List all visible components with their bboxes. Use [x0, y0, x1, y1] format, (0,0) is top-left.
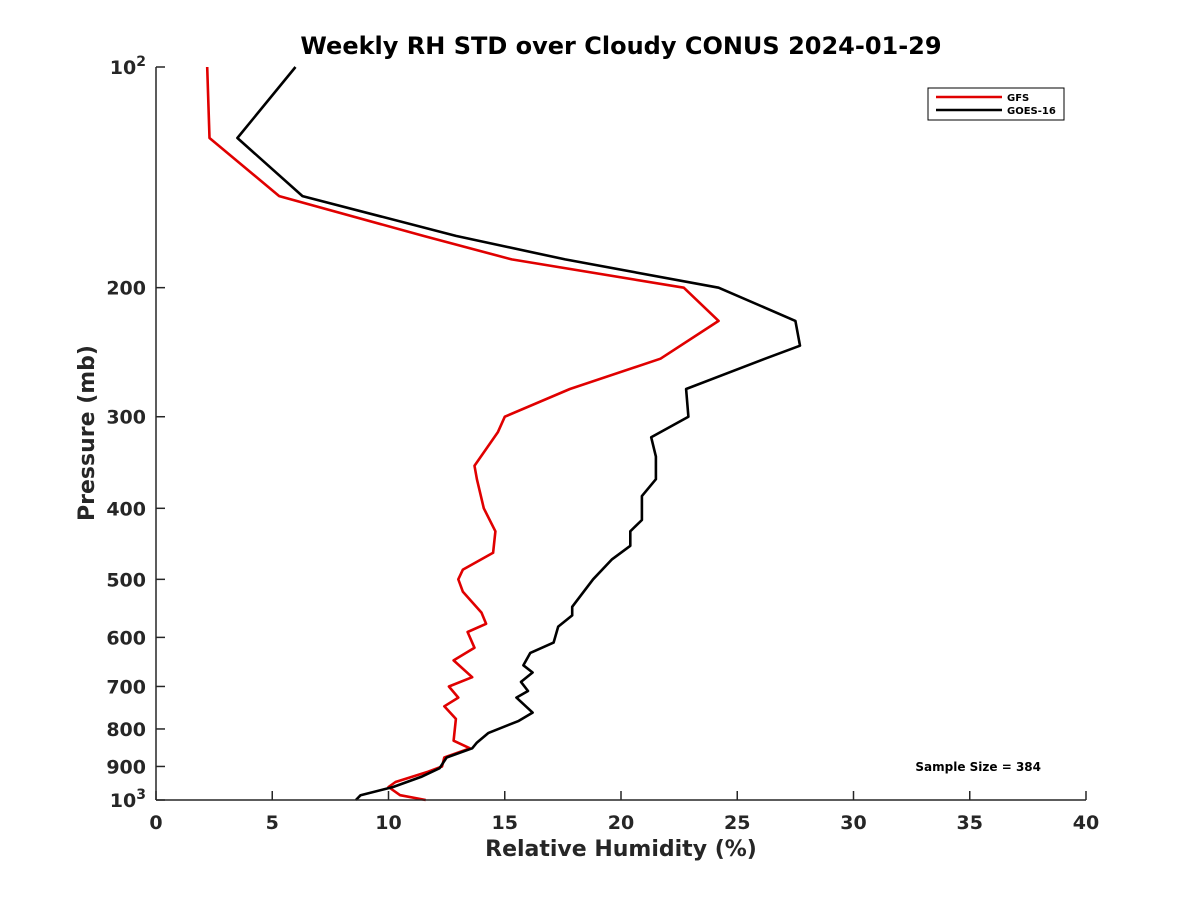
series-line-goes16	[236, 66, 802, 801]
y-tick-label: 800	[106, 719, 146, 741]
y-tick-label: 500	[106, 569, 146, 591]
y-tick-label: 103	[110, 787, 146, 812]
series-layer	[205, 66, 802, 802]
x-tick-label: 35	[957, 812, 983, 834]
x-tick-label: 40	[1073, 812, 1099, 834]
y-axis-label: Pressure (mb)	[75, 345, 100, 521]
legend-box	[927, 87, 1065, 121]
chart-title: Weekly RH STD over Cloudy CONUS 2024-01-…	[300, 32, 941, 60]
legend: GFS GOES-16	[927, 87, 1065, 121]
y-tick-label: 300	[106, 407, 146, 429]
sample-size-annotation: Sample Size = 384	[915, 760, 1041, 774]
x-ticks: 0 5 10 15 20 25 30 35 40	[149, 791, 1099, 834]
y-tick-label: 200	[106, 278, 146, 300]
legend-label-goes16: GOES-16	[1007, 106, 1056, 117]
x-tick-label: 30	[840, 812, 866, 834]
y-tick-label: 700	[106, 676, 146, 698]
x-tick-label: 15	[492, 812, 518, 834]
plot-area	[156, 67, 1086, 800]
x-tick-label: 10	[375, 812, 401, 834]
y-tick-label: 102	[110, 54, 146, 79]
x-tick-label: 25	[724, 812, 750, 834]
x-axis-label: Relative Humidity (%)	[485, 837, 757, 862]
x-tick-label: 0	[149, 812, 162, 834]
y-tick-label: 600	[106, 627, 146, 649]
y-tick-label: 400	[106, 498, 146, 520]
legend-label-gfs: GFS	[1007, 93, 1029, 104]
x-tick-label: 5	[266, 812, 279, 834]
x-tick-label: 20	[608, 812, 634, 834]
y-ticks: 102 200 300 400 500 600 700 800 900 103	[106, 54, 165, 812]
y-tick-label: 900	[106, 756, 146, 778]
